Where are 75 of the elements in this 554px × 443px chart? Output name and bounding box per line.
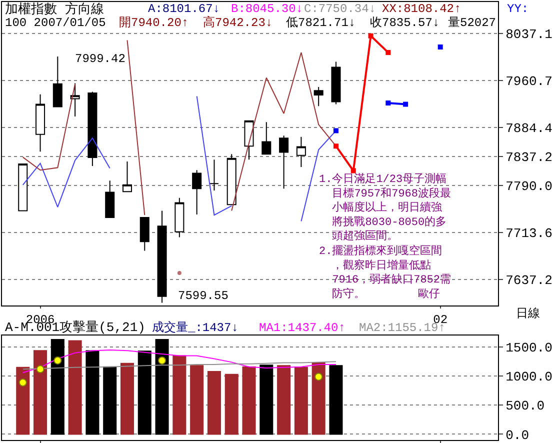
candlestick — [296, 136, 306, 168]
chart-title: 加權指數 方向線 — [5, 1, 104, 17]
bar — [224, 374, 238, 435]
text: YY: — [507, 2, 529, 16]
text: 日線 — [516, 307, 540, 321]
bar — [155, 339, 169, 435]
annotation: A:8101.67↓ — [148, 2, 220, 16]
point — [36, 365, 44, 374]
annotation: B:8045.30↓ — [231, 2, 304, 16]
bar — [103, 366, 117, 435]
annotation: 7599.55 — [178, 289, 228, 303]
line-series — [22, 349, 336, 374]
bar — [120, 362, 134, 435]
y-tick-label: 0.0 — [506, 428, 530, 443]
annotation: 2.擺盪指標來到嘎空區間，觀察昨日增量低點7916，弱者缺口7852需防守。 歐仔 — [319, 244, 452, 301]
bar — [294, 366, 308, 435]
candlestick — [122, 161, 132, 192]
bar — [34, 350, 48, 435]
bar — [16, 366, 30, 435]
y-tick-label: 500.0 — [506, 398, 545, 414]
bar — [207, 370, 221, 435]
annotation: 7999.42 — [75, 52, 126, 66]
y-tick-label: 1500.0 — [506, 340, 552, 356]
annotation: 低7821.71↓ — [286, 16, 356, 30]
point — [54, 356, 62, 364]
y-tick-label: 7637.2 — [506, 273, 552, 288]
annotation: 1.今日滿足1/23母子測幅目標7957和7968波段最小幅度以上，明日續強將挑戰8030-8050的多頭超強區間。 — [319, 172, 452, 244]
y-tick-label: 7884.4 — [506, 120, 553, 136]
point — [158, 356, 166, 364]
annotation: XX:8108.42↑ — [382, 2, 462, 16]
bar — [329, 365, 343, 435]
candlestick — [36, 94, 46, 152]
y-tick-label: 7960.7 — [506, 74, 552, 89]
bar — [277, 365, 291, 435]
candlestick — [192, 170, 202, 215]
bar — [190, 365, 204, 435]
candlestick — [174, 197, 184, 238]
candlestick — [105, 180, 115, 218]
annotation: C:7750.34↓ — [304, 2, 376, 16]
bar — [242, 366, 256, 435]
bar — [172, 355, 186, 435]
bar — [86, 350, 100, 435]
annotation: 收7835.57↓ — [370, 16, 440, 30]
text: MA1:1437.40↑ — [259, 321, 346, 335]
candlestick — [209, 159, 219, 191]
y-tick-label: 1000.0 — [506, 370, 552, 385]
candlestick — [18, 163, 28, 212]
point — [314, 372, 323, 381]
annotation: 高7942.23↓ — [203, 15, 273, 30]
y-tick-label: 7837.2 — [506, 150, 552, 165]
bar — [68, 340, 82, 435]
bar — [260, 364, 274, 435]
annotation: 開7940.20↑ — [119, 16, 189, 30]
y-tick-label: 7713.6 — [506, 226, 552, 242]
candlestick — [157, 210, 167, 304]
candlestick — [279, 135, 289, 190]
bar — [138, 350, 152, 435]
point — [386, 50, 391, 55]
candlestick — [52, 56, 62, 108]
candlestick — [331, 61, 341, 105]
candlestick — [88, 91, 98, 166]
candlestick — [140, 217, 150, 252]
y-tick-label: 8037.1 — [506, 26, 553, 42]
candlestick — [314, 86, 324, 107]
candlestick — [262, 122, 272, 155]
bar — [50, 339, 64, 435]
point — [350, 168, 356, 174]
text: 成交量_:1437↓ — [152, 320, 238, 335]
y-tick-label: 7790.0 — [506, 179, 552, 194]
point — [368, 33, 374, 38]
bar — [312, 362, 326, 435]
candlestick — [244, 120, 254, 160]
annotation: 量52027 — [448, 16, 496, 30]
point — [18, 378, 27, 387]
annotation: 100 2007/01/05 — [5, 16, 106, 30]
